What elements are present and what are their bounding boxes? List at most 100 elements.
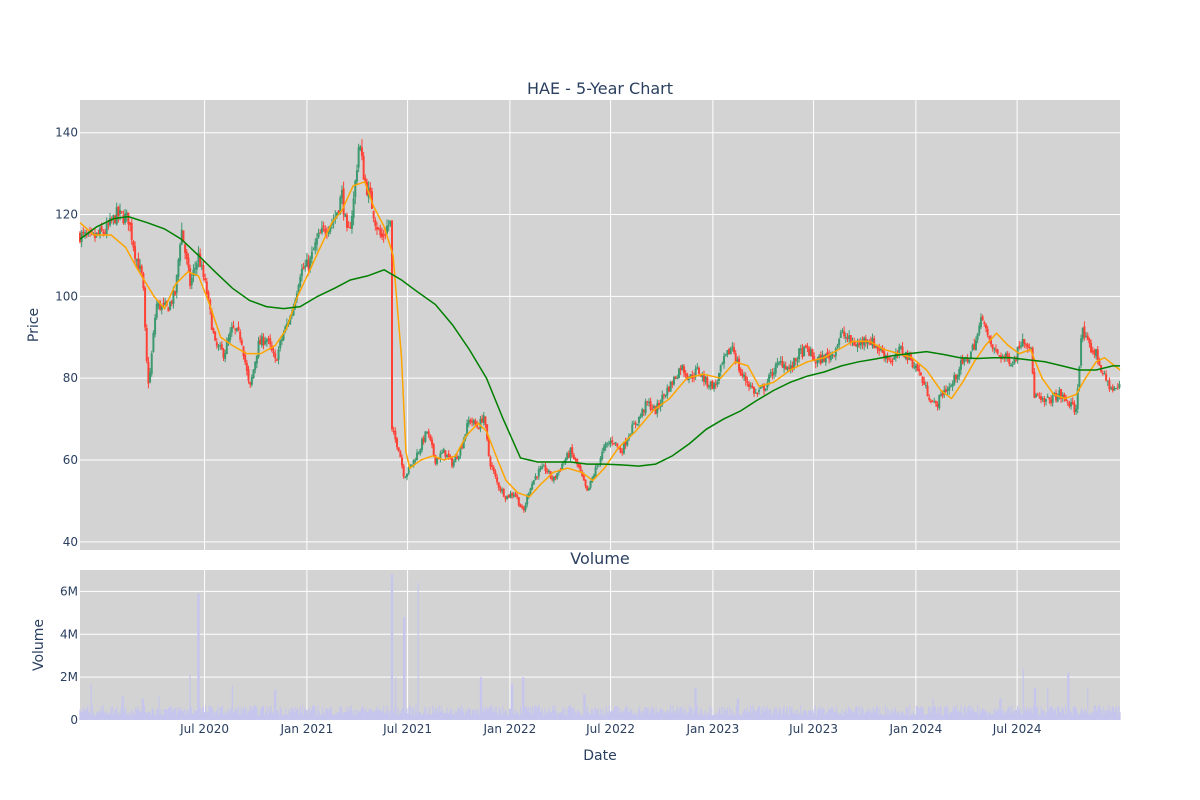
candle-body (144, 288, 147, 328)
candle-body (481, 418, 484, 423)
volume-bar (822, 707, 824, 720)
volume-bar (1103, 710, 1106, 720)
candle-body (754, 392, 757, 394)
volume-bar (964, 706, 966, 720)
volume-y-tick-label: 6M (60, 584, 78, 598)
volume-bar (143, 705, 146, 720)
price-candle (416, 449, 419, 461)
candle-body (1103, 373, 1106, 375)
volume-bar (605, 706, 607, 720)
candle-body (1106, 380, 1109, 382)
volume-bar (950, 711, 952, 720)
candle-body (164, 302, 167, 306)
candle-body (652, 405, 655, 409)
volume-bar (269, 711, 271, 720)
price-candle (1009, 362, 1012, 367)
candle-body (994, 349, 997, 351)
price-candle (662, 393, 665, 400)
price-candle (441, 449, 444, 455)
volume-bar (285, 708, 287, 720)
candle-body (487, 438, 490, 456)
candle-body (174, 290, 177, 295)
volume-bar (1008, 707, 1010, 720)
volume-bar (920, 706, 922, 720)
price-candle (584, 479, 587, 489)
volume-bar (244, 706, 246, 720)
volume-bar (186, 709, 188, 720)
volume-bar (258, 715, 260, 720)
volume-bar (1005, 712, 1008, 720)
volume-bar (430, 714, 433, 720)
price-candle (801, 343, 804, 360)
volume-bar (812, 709, 814, 720)
volume-bar (371, 711, 374, 720)
price-candle (574, 457, 577, 463)
candle-body (846, 337, 849, 340)
volume-bar (221, 705, 223, 720)
volume-bar (938, 713, 940, 720)
price-candle (120, 211, 123, 215)
volume-bar (434, 707, 436, 720)
volume-bar (516, 711, 518, 720)
price-candle (936, 401, 939, 411)
price-candle (993, 347, 996, 354)
volume-bar (460, 705, 463, 720)
volume-bar (495, 705, 497, 720)
candle-body (199, 253, 202, 267)
candle-body (1095, 349, 1098, 357)
candle-body (125, 212, 128, 216)
price-candle (265, 337, 268, 347)
volume-bar (948, 714, 950, 720)
candle-body (322, 225, 325, 228)
candle-body (502, 489, 505, 497)
candle-body (452, 461, 455, 467)
candle-body (139, 265, 142, 269)
volume-bar (999, 698, 1001, 720)
volume-bar (433, 712, 435, 720)
volume-bar (132, 712, 134, 720)
price-candle (642, 409, 645, 417)
volume-bar (831, 706, 833, 720)
volume-bar (482, 711, 484, 720)
volume-bar (538, 705, 540, 720)
volume-bar (581, 715, 583, 720)
volume-bar (678, 708, 681, 720)
volume-bar (773, 709, 775, 720)
volume-bar (1104, 713, 1107, 720)
candle-body (969, 351, 972, 359)
candle-body (527, 493, 530, 496)
price-candle (711, 379, 714, 390)
price-candle (731, 342, 734, 352)
candle-body (137, 258, 140, 270)
price-candle (134, 241, 137, 264)
volume-bars (79, 574, 1121, 720)
price-candle (816, 356, 819, 367)
volume-bar (983, 710, 985, 720)
price-candle (979, 313, 982, 329)
price-candle (532, 480, 535, 485)
volume-bar (187, 713, 189, 720)
candle-body (684, 373, 687, 376)
price-candle (756, 392, 759, 397)
volume-bar (353, 709, 355, 720)
volume-bar (394, 706, 396, 720)
candle-body (708, 386, 711, 388)
volume-bar (726, 707, 728, 720)
candle-body (474, 421, 477, 425)
volume-bar (1027, 707, 1029, 720)
candle-body (427, 431, 430, 435)
volume-bar (1061, 706, 1063, 720)
candle-body (399, 451, 402, 458)
candle-body (184, 244, 187, 254)
volume-bar (308, 707, 310, 720)
price-candle (953, 372, 956, 386)
price-candle (1066, 400, 1069, 406)
volume-bar (723, 706, 725, 720)
candle-body (225, 342, 228, 354)
candle-body (517, 497, 520, 506)
price-candle (821, 350, 824, 364)
price-candle (84, 229, 87, 239)
price-candle (492, 465, 495, 475)
price-candle (1090, 339, 1093, 354)
price-candle (701, 371, 704, 382)
